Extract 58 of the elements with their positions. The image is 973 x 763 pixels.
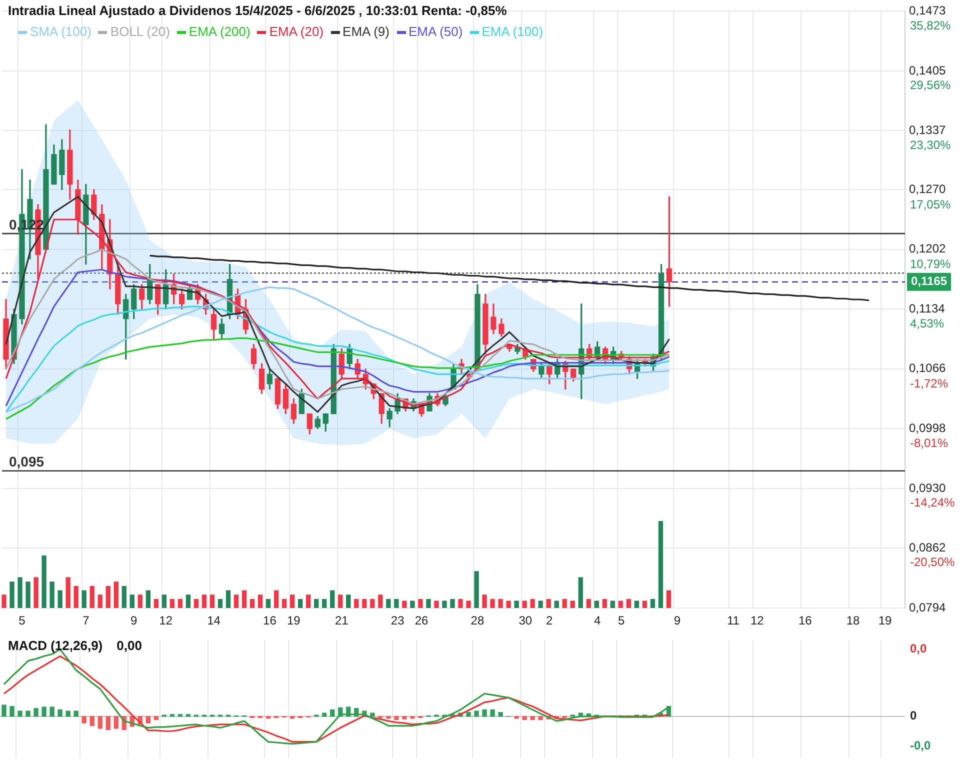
x-tick-label: 9 [674, 614, 681, 628]
x-tick-label: 12 [750, 614, 764, 628]
x-tick-label: 2 [546, 614, 554, 628]
y-tick-label: 0,0862 [909, 540, 946, 555]
x-tick-label: 19 [287, 614, 301, 628]
y-tick-label: 0,0998 [909, 421, 946, 436]
x-tick-label: 23 [390, 614, 405, 628]
y2-tick-label: 23,30% [910, 138, 952, 152]
y-tick-label: 0,1473 [909, 4, 946, 18]
y-tick-label: 0,1270 [909, 182, 946, 196]
text: -0,0 [910, 738, 932, 752]
y-tick-label: 0,1066 [909, 361, 946, 376]
chart-title: Intradia Lineal Ajustado a Dividenos 15/4/2025 - 6/6/2025 , 10:33:01 Renta: -0,85% [8, 3, 507, 18]
x-tick-label: 5 [18, 614, 26, 628]
y2-tick-label: -14,24% [910, 496, 956, 510]
legend-label: EMA (200) [188, 24, 250, 39]
y2-tick-label: 35,82% [910, 18, 952, 32]
y2-tick-label: 10,79% [910, 257, 952, 272]
legend-label: BOLL (20) [109, 24, 170, 39]
y-tick-label: 0,1202 [909, 242, 946, 256]
x-tick-label: 21 [334, 614, 349, 628]
text: 0,0 [910, 641, 928, 656]
chart-title: MACD (12,26,9) [8, 638, 103, 653]
x-tick-label: 5 [618, 614, 625, 628]
x-tick-label: 4 [594, 614, 601, 628]
x-tick-label: 28 [470, 614, 484, 628]
y-tick-label: 0,0930 [909, 480, 946, 495]
y-tick-label: 0,1337 [909, 123, 946, 138]
legend-label: EMA (20) [268, 24, 324, 39]
legend-label: EMA (9) [342, 24, 390, 39]
x-tick-label: 11 [726, 614, 740, 628]
x-tick-label: 16 [798, 614, 812, 628]
x-tick-label: 12 [159, 614, 173, 628]
y2-tick-label: 29,56% [910, 78, 952, 92]
x-tick-label: 19 [878, 614, 892, 628]
y2-tick-label: -1,72% [910, 376, 948, 390]
y2-tick-label: 4,53% [910, 316, 944, 331]
x-tick-label: 14 [207, 614, 221, 628]
ref-line-label: 0,122 [9, 216, 44, 232]
x-tick-label: 18 [846, 614, 860, 628]
x-tick-label: 7 [82, 614, 90, 628]
ref-line-label: 0,095 [9, 454, 44, 470]
legend-label: EMA (100) [480, 24, 544, 39]
legend-label: EMA (50) [408, 24, 463, 39]
x-tick-label: 30 [518, 614, 532, 628]
y-tick-label: 0,1134 [909, 301, 946, 316]
y2-tick-label: -8,01% [910, 436, 948, 450]
x-tick-label: 26 [414, 614, 429, 628]
y-tick-label: 0,0794 [909, 600, 946, 614]
x-tick-label: 16 [263, 614, 277, 628]
y2-tick-label: 17,05% [910, 197, 952, 212]
y-tick-label: 0,1405 [909, 63, 946, 78]
ref-line-label: 0,1165 [911, 274, 948, 288]
x-tick-label: 9 [130, 614, 138, 628]
annotation: 0,00 [116, 638, 142, 653]
legend-label: SMA (100) [29, 24, 92, 39]
text: 0 [910, 708, 917, 723]
y2-tick-label: -20,50% [910, 555, 956, 570]
